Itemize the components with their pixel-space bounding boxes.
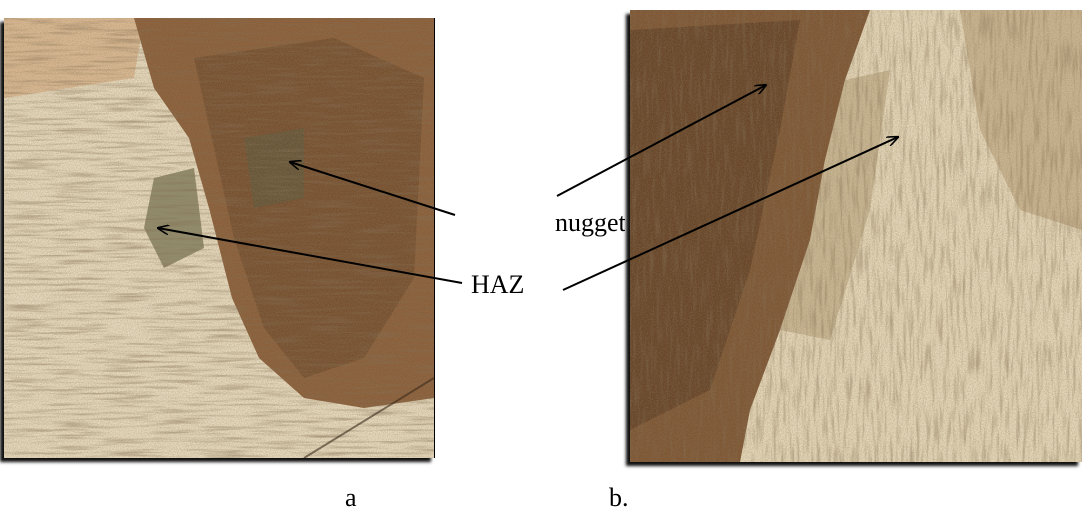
haz-label: HAZ bbox=[471, 270, 525, 299]
micrograph-b-image bbox=[630, 10, 1082, 462]
panel-b-caption: b. bbox=[609, 483, 629, 512]
micrograph-a-image bbox=[4, 18, 434, 458]
nugget-label: nugget bbox=[555, 208, 625, 237]
micrograph-panel-a bbox=[4, 18, 435, 458]
panel-a-caption: a bbox=[345, 483, 357, 512]
micrograph-panel-b bbox=[630, 10, 1082, 462]
